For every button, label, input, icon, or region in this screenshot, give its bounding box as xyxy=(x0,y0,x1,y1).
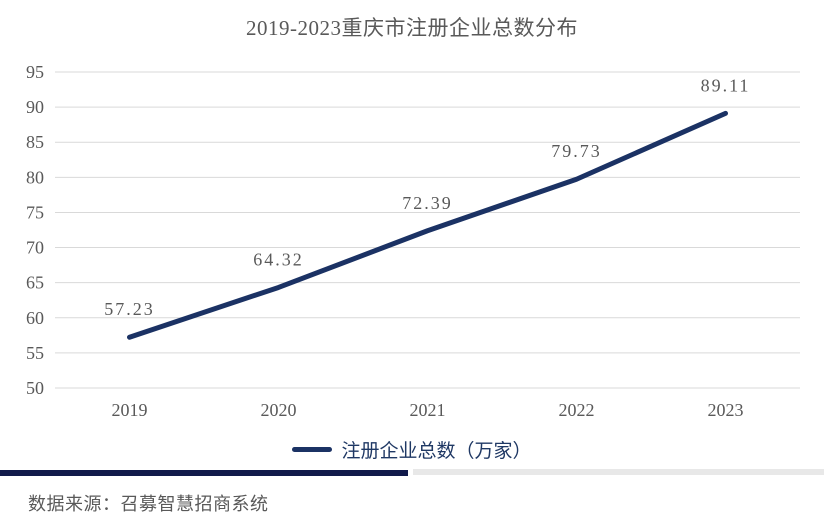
data-label: 89.11 xyxy=(701,75,751,95)
footer-divider-bar-navy xyxy=(0,470,408,476)
y-tick-label: 60 xyxy=(26,308,44,328)
data-source-text: 数据来源：召募智慧招商系统 xyxy=(28,494,269,514)
y-tick-label: 55 xyxy=(26,343,44,363)
legend-line-marker-icon xyxy=(292,446,333,452)
data-label: 57.23 xyxy=(104,299,155,319)
y-tick-label: 70 xyxy=(26,238,44,258)
chart-title: 2019-2023重庆市注册企业总数分布 xyxy=(246,16,578,40)
x-tick-label: 2021 xyxy=(410,400,446,420)
x-tick-label: 2022 xyxy=(559,400,595,420)
plot-area: 50 55 60 65 70 75 80 85 90 95 2019 2020 2021 2022 2023… xyxy=(26,62,800,420)
y-tick-label: 75 xyxy=(26,202,44,222)
y-tick-label: 50 xyxy=(26,378,44,398)
x-tick-label: 2019 xyxy=(112,400,148,420)
legend-label[interactable]: 注册企业总数（万家） xyxy=(341,440,532,462)
data-label: 79.73 xyxy=(551,141,602,161)
y-tick-label: 85 xyxy=(26,132,44,152)
y-tick-label: 80 xyxy=(26,167,44,187)
legend: 注册企业总数（万家） xyxy=(0,439,824,462)
x-tick-label: 2023 xyxy=(708,400,744,420)
y-tick-label: 90 xyxy=(26,97,44,117)
data-label: 72.39 xyxy=(402,193,453,213)
series-line xyxy=(127,110,728,340)
y-tick-label: 95 xyxy=(26,62,44,82)
x-tick-label: 2020 xyxy=(261,400,297,420)
y-tick-label: 65 xyxy=(26,273,44,293)
data-label: 64.32 xyxy=(253,249,304,269)
footer-divider-bar-gray xyxy=(413,469,824,475)
